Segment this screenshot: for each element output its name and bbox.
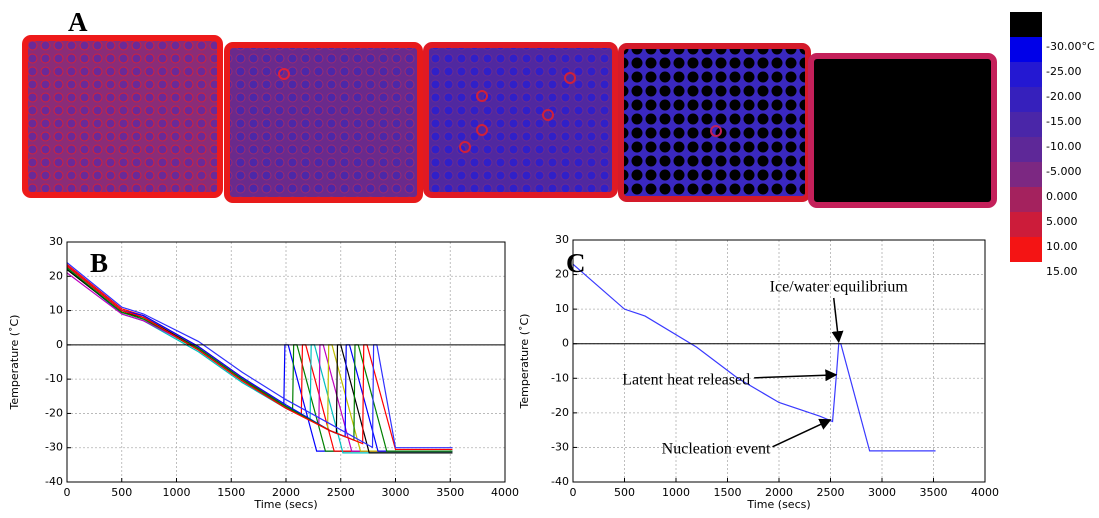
x-tick-label: 1000 [163,486,191,499]
x-tick-label: 2500 [817,486,845,499]
colorbar-swatch [1010,112,1042,137]
series-line [67,267,453,454]
x-tick-label: 0 [64,486,71,499]
warm-spot [710,125,722,137]
colorbar-swatch [1010,62,1042,87]
x-tick-label: 500 [111,486,132,499]
colorbar-swatch [1010,162,1042,187]
warm-spot [564,72,576,84]
annotation-arrow [754,369,838,382]
panel-label: B [90,248,108,278]
colorbar-label: 10.00 [1046,240,1078,253]
colorbar-swatch [1010,37,1042,62]
annotation: Latent heat released [622,372,750,389]
x-tick-label: 4000 [971,486,999,499]
thermal-tile [22,35,223,198]
y-tick-label: -20 [551,406,569,419]
series-line [67,268,453,452]
y-tick-label: 20 [49,269,63,282]
colorbar-label: -20.00 [1046,90,1081,103]
colorbar-label: 15.00 [1046,265,1078,278]
x-tick-label: 4000 [491,486,519,499]
colorbar-label: -30.00°C [1046,40,1095,53]
colorbar-swatch [1010,212,1042,237]
colorbar-label: -25.00 [1046,65,1081,78]
y-tick-label: 10 [49,304,63,317]
y-tick-label: 0 [56,338,63,351]
x-axis-label: Time (secs) [253,498,317,511]
colorbar-label: -10.00 [1046,140,1081,153]
series-line [67,265,453,452]
y-tick-label: -40 [551,475,569,488]
chart-panel: 0 500 1000 1500 2000 2500 3000 3500 4000 -40 -30 -2… [8,235,519,511]
y-tick-label: 0 [562,337,569,350]
series-line [67,265,453,452]
y-tick-label: -30 [45,441,63,454]
y-tick-label: 30 [555,233,569,246]
y-tick-label: -10 [551,371,569,384]
series-line [67,265,453,452]
x-tick-label: 2000 [765,486,793,499]
series-line [67,262,453,449]
colorbar-swatch [1010,12,1042,37]
chart-panel: 0 500 1000 1500 2000 2500 3000 3500 4000 -40 -30 -2… [518,233,999,511]
warm-spot [476,124,488,136]
colorbar-label: 0.000 [1046,190,1078,203]
thermal-tile [224,42,423,203]
warm-spot [278,68,290,80]
annotation: Ice/water equilibrium [770,279,909,296]
y-axis-label: Temperature (˚C) [8,315,21,411]
x-tick-label: 2000 [272,486,300,499]
colorbar-label: -5.000 [1046,165,1081,178]
x-tick-label: 3500 [436,486,464,499]
x-tick-label: 0 [570,486,577,499]
warm-spot [476,90,488,102]
warm-spot [459,141,471,153]
y-tick-label: 20 [555,268,569,281]
y-tick-label: -30 [551,440,569,453]
y-tick-label: -10 [45,372,63,385]
colorbar-swatch [1010,187,1042,212]
y-tick-label: -20 [45,406,63,419]
x-tick-label: 3000 [382,486,410,499]
series-line [67,272,453,452]
thermal-tile [808,53,997,208]
panel-label: C [566,248,586,278]
x-tick-label: 1000 [662,486,690,499]
colorbar-swatch [1010,87,1042,112]
colorbar-label: 5.000 [1046,215,1078,228]
colorbar-label: -15.00 [1046,115,1081,128]
y-tick-label: -40 [45,475,63,488]
panel-label: A [68,7,88,37]
x-tick-label: 3500 [920,486,948,499]
warm-spot [542,109,554,121]
y-tick-label: 30 [49,235,63,248]
colorbar-swatch [1010,137,1042,162]
x-tick-label: 1500 [217,486,245,499]
thermal-tile [618,43,811,202]
x-tick-label: 2500 [327,486,355,499]
x-tick-label: 500 [614,486,635,499]
annotation-arrow [831,297,844,344]
series-line [67,268,453,454]
colorbar-swatch [1010,237,1042,262]
thermal-tile [423,42,618,198]
series-line [67,263,453,452]
annotation-arrow [772,418,832,448]
annotation: Nucleation event [662,440,771,457]
thermal-images: A [22,7,997,208]
y-axis-label: Temperature (˚C) [518,314,531,410]
x-axis-label: Time (secs) [746,498,810,511]
x-tick-label: 3000 [868,486,896,499]
plot-frame [66,241,506,483]
series-line [67,265,453,451]
x-tick-label: 1500 [714,486,742,499]
series-line [67,267,453,452]
y-tick-label: 10 [555,302,569,315]
plot-frame [572,239,986,483]
